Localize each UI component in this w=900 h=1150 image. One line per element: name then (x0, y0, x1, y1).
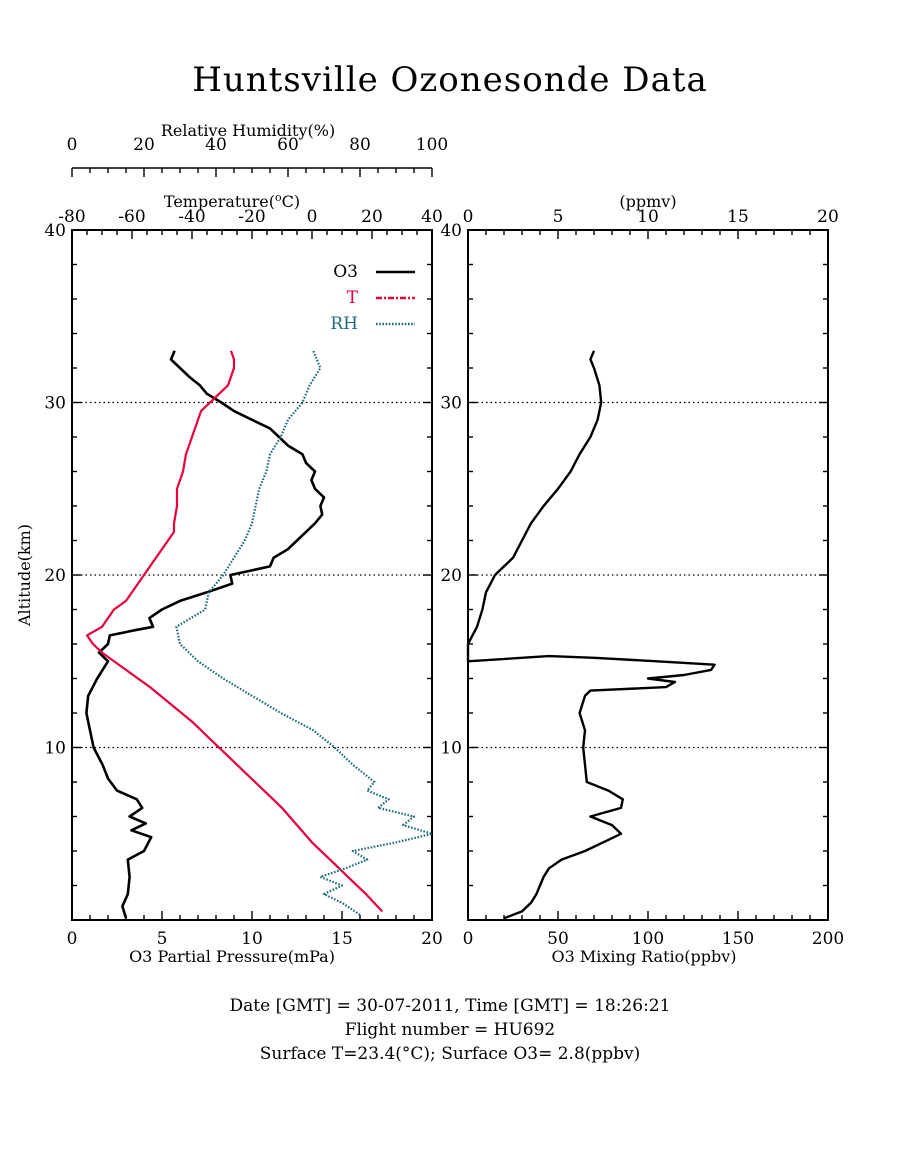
rh-axis-tick-label: 80 (349, 135, 371, 155)
ppbv-axis-tick-label: 50 (547, 929, 569, 949)
ppbv-axis-tick-label: 150 (722, 929, 754, 949)
series-t-line (85, 350, 384, 913)
temperature-axis-title: Temperature(oC) (164, 191, 300, 211)
series-o3-line (85, 350, 326, 919)
legend-label-t: T (347, 288, 359, 308)
temperature-axis-tick-label: -40 (178, 207, 205, 227)
ppbv-axis-tick-label: 100 (632, 929, 664, 949)
left-plot: 10 20 30 40 0 5 10 15 20 -80 -60 -40 -20 0 20 40 0 20 40 60… (15, 121, 448, 966)
rh-axis-tick-label: 100 (416, 135, 448, 155)
legend-label-rh: RH (330, 314, 358, 334)
left-ytick-label: 20 (44, 566, 66, 586)
rh-axis-tick-label: 60 (277, 135, 299, 155)
temperature-axis-tick-label: 40 (421, 207, 443, 227)
ppmv-axis-tick-label: 15 (727, 207, 749, 227)
mixing-ratio-line (466, 350, 716, 920)
ppbv-axis-tick-label: 200 (812, 929, 844, 949)
right-ytick-label: 20 (440, 566, 462, 586)
ppmv-axis-tick-label: 0 (463, 207, 474, 227)
temperature-axis-tick-label: 20 (361, 207, 383, 227)
footer-surface-values: Surface T=23.4(°C); Surface O3= 2.8(ppbv… (259, 1044, 641, 1064)
rh-axis-tick-label: 40 (205, 135, 227, 155)
ppbv-axis-tick-label: 0 (463, 929, 474, 949)
ppmv-axis-tick-label: 5 (553, 207, 564, 227)
altitude-axis-title: Altitude(km) (15, 524, 34, 627)
left-ytick-label: 10 (44, 739, 66, 759)
temperature-axis-tick-label: -20 (238, 207, 265, 227)
page-title: Huntsville Ozonesonde Data (192, 60, 708, 100)
o3-pp-axis-tick-label: 5 (157, 929, 168, 949)
left-ytick-label: 40 (44, 221, 66, 241)
o3-pp-axis-tick-label: 20 (421, 929, 443, 949)
footer-flight-number: Flight number = HU692 (344, 1020, 556, 1040)
right-ytick-label: 10 (440, 739, 462, 759)
right-ytick-label: 40 (440, 221, 462, 241)
left-ytick-label: 30 (44, 394, 66, 414)
temperature-axis-tick-label: -60 (118, 207, 145, 227)
series-rh-line (175, 350, 434, 916)
temperature-axis-tick-label: 0 (307, 207, 318, 227)
footer-date-time: Date [GMT] = 30-07-2011, Time [GMT] = 18… (229, 996, 671, 1016)
ppbv-axis-title: O3 Mixing Ratio(ppbv) (551, 947, 736, 966)
right-ytick-label: 30 (440, 394, 462, 414)
o3-pp-axis-tick-label: 15 (331, 929, 353, 949)
legend-label-o3: O3 (333, 262, 358, 282)
rh-axis-tick-label: 20 (133, 135, 155, 155)
o3-pp-axis-tick-label: 0 (67, 929, 78, 949)
ppmv-axis-tick-label: 20 (817, 207, 839, 227)
temperature-axis-tick-label: -80 (58, 207, 85, 227)
o3-pp-axis-title: O3 Partial Pressure(mPa) (129, 947, 335, 966)
rh-axis-title: Relative Humidity(%) (161, 121, 335, 140)
legend: O3 T RH (330, 262, 415, 334)
ppmv-axis-tick-label: 10 (637, 207, 659, 227)
o3-pp-axis-tick-label: 10 (241, 929, 263, 949)
rh-axis-tick-label: 0 (67, 135, 78, 155)
ppmv-axis-title: (ppmv) (619, 192, 676, 211)
